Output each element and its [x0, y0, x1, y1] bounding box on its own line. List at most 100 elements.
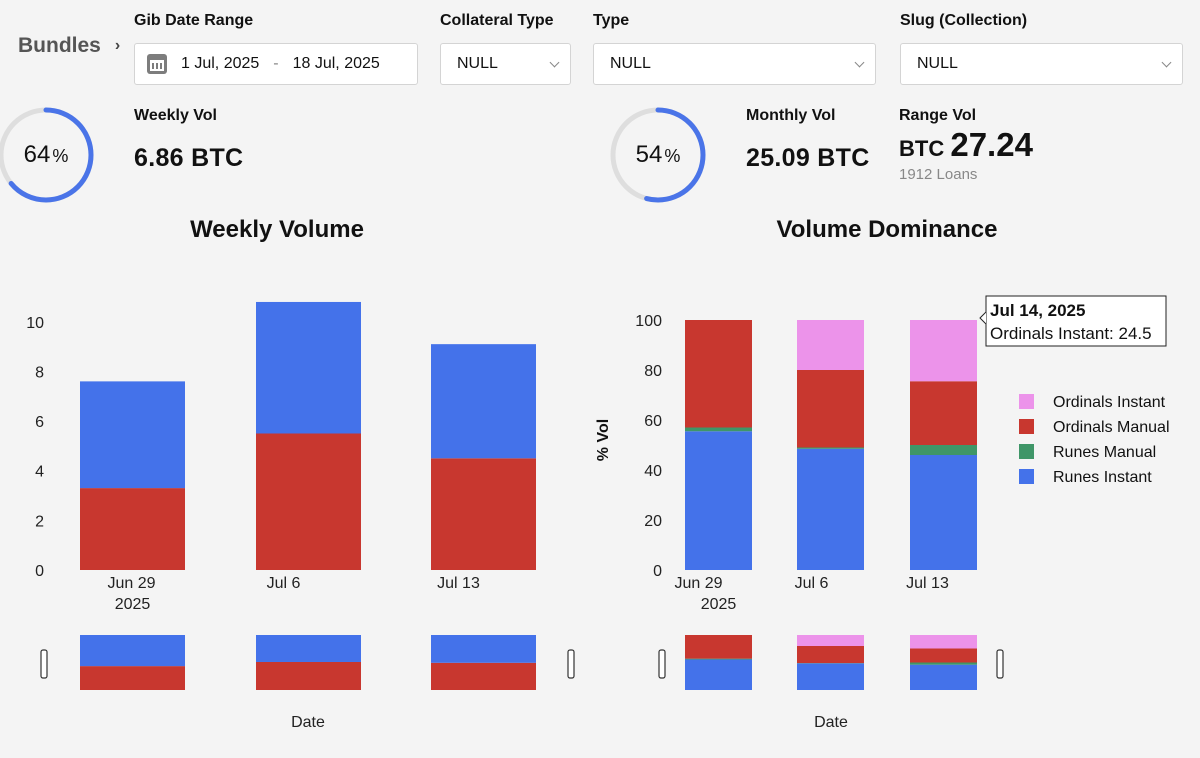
- monthly-ring-value: 54: [635, 141, 663, 168]
- x-tick-label: Jul 6: [795, 575, 829, 592]
- type-label: Type: [593, 12, 630, 29]
- mini-bar-segment: [685, 658, 752, 660]
- date-end[interactable]: 18 Jul, 2025: [292, 55, 380, 72]
- slider-right-handle[interactable]: [996, 649, 1004, 679]
- y-tick-label: 4: [35, 464, 44, 481]
- legend-item-label[interactable]: Ordinals Instant: [1053, 394, 1166, 411]
- bar-segment-ordinals-manual[interactable]: [797, 370, 864, 448]
- slider-left-handle[interactable]: [40, 649, 48, 679]
- chevron-right-icon: ›: [114, 37, 121, 54]
- bar-segment-runes-manual[interactable]: [685, 427, 752, 432]
- y-tick-label: 40: [644, 463, 662, 480]
- x-tick-label: 2025: [115, 596, 151, 613]
- monthly-ring-label: 54%: [608, 105, 708, 205]
- slider-left-handle[interactable]: [658, 649, 666, 679]
- bars: [685, 320, 977, 570]
- tooltip-box: [985, 295, 1167, 347]
- mini-bar-segment: [80, 635, 185, 667]
- monthly-progress-ring: 54%: [608, 105, 708, 205]
- slider-right-handle[interactable]: [567, 649, 575, 679]
- tooltip-text: Ordinals Instant: 24.5: [990, 324, 1152, 343]
- bar-segment-runes-instant[interactable]: [797, 448, 864, 570]
- x-tick-label: Jul 13: [437, 575, 480, 592]
- y-tick-label: 0: [653, 563, 662, 580]
- mini-bar-segment: [431, 662, 536, 690]
- bar-segment-ordinals-manual[interactable]: [80, 488, 185, 570]
- x-tick-label: Jun 29: [674, 575, 722, 592]
- monthly-vol-label: Monthly Vol: [746, 107, 836, 124]
- bar-segment-ordinals-instant[interactable]: [797, 320, 864, 370]
- bar-segment-ordinals-manual[interactable]: [685, 320, 752, 428]
- legend-item-label[interactable]: Runes Instant: [1053, 469, 1152, 486]
- monthly-vol-value: 25.09 BTC: [746, 144, 870, 172]
- bar-segment-runes-instant[interactable]: [431, 344, 536, 459]
- range-vol-number: 27.24: [950, 126, 1033, 163]
- monthly-ring-unit: %: [664, 146, 681, 166]
- mini-bar-segment: [431, 635, 536, 663]
- y-tick-label: 6: [35, 414, 44, 431]
- collateral-type-select[interactable]: NULL: [440, 43, 571, 85]
- mini-bar-segment: [797, 663, 864, 690]
- mini-bar-segment: [256, 661, 361, 690]
- mini-bar-segment: [256, 635, 361, 662]
- ring-fill: [610, 107, 706, 203]
- x-axis-ticks: Jun 29 2025 Jul 6 Jul 13: [674, 575, 948, 613]
- weekly-ring-unit: %: [52, 146, 69, 166]
- breadcrumb-label[interactable]: Bundles: [18, 34, 101, 57]
- y-tick-label: 100: [635, 313, 662, 330]
- bar-segment-ordinals-instant[interactable]: [910, 320, 977, 382]
- x-tick-label: Jul 13: [906, 575, 949, 592]
- x-axis-ticks: Jun 29 2025 Jul 6 Jul 13: [107, 575, 479, 613]
- slug-select[interactable]: NULL: [900, 43, 1183, 85]
- weekly-volume-title: Weekly Volume: [190, 216, 364, 243]
- weekly-ring-value: 64: [23, 141, 51, 168]
- bar-segment-ordinals-manual[interactable]: [431, 458, 536, 570]
- date-separator: -: [273, 55, 279, 72]
- type-select[interactable]: NULL: [593, 43, 876, 85]
- bar-segment-runes-instant[interactable]: [910, 455, 977, 570]
- mini-bar-segment: [797, 635, 864, 646]
- weekly-volume-chart: 0 2 4 6 8 10 Jun 29 2025 Jul 6 Jul 13 Date: [26, 301, 575, 731]
- tooltip-pointer: [979, 311, 987, 325]
- y-tick-label: 2: [35, 513, 44, 530]
- bar-segment-runes-instant[interactable]: [256, 301, 361, 434]
- bar-segment-runes-instant[interactable]: [80, 381, 185, 489]
- breadcrumb[interactable]: Bundles ›: [18, 34, 120, 58]
- bar-segment-runes-instant[interactable]: [685, 431, 752, 570]
- legend-swatch: [1019, 469, 1034, 484]
- collateral-type-label: Collateral Type: [440, 12, 554, 29]
- slug-label: Slug (Collection): [900, 12, 1028, 29]
- x-axis-title: Date: [814, 714, 848, 731]
- range-slider-preview[interactable]: [685, 635, 977, 690]
- bar-segment-ordinals-manual[interactable]: [910, 381, 977, 445]
- range-slider-preview[interactable]: [80, 635, 536, 690]
- legend-item-label[interactable]: Ordinals Manual: [1053, 419, 1170, 436]
- range-vol-prefix: BTC: [899, 136, 945, 161]
- x-axis-title: Date: [291, 714, 325, 731]
- mini-bar-segment: [685, 659, 752, 690]
- x-tick-label: Jun 29: [107, 575, 155, 592]
- x-tick-label: 2025: [701, 596, 737, 613]
- bar-segment-ordinals-manual[interactable]: [256, 433, 361, 571]
- date-start[interactable]: 1 Jul, 2025: [181, 55, 260, 72]
- volume-dominance-title: Volume Dominance: [776, 216, 998, 243]
- bar-segment-runes-manual[interactable]: [910, 445, 977, 455]
- type-value: NULL: [610, 55, 651, 72]
- date-range-picker[interactable]: 1 Jul, 2025 - 18 Jul, 2025: [134, 43, 418, 85]
- y-tick-label: 60: [644, 413, 662, 430]
- tooltip: Jul 14, 2025 Ordinals Instant: 24.5: [979, 295, 1167, 347]
- chevron-down-icon: [549, 57, 560, 67]
- y-tick-label: 10: [26, 315, 44, 332]
- legend-swatch: [1019, 419, 1034, 434]
- slug-value: NULL: [917, 55, 958, 72]
- mini-bar-segment: [910, 662, 977, 665]
- weekly-vol-label: Weekly Vol: [134, 107, 217, 124]
- weekly-ring-label: 64%: [0, 105, 96, 205]
- bar-segment-runes-manual[interactable]: [797, 447, 864, 449]
- legend-item-label[interactable]: Runes Manual: [1053, 444, 1156, 461]
- mini-bar-segment: [910, 664, 977, 690]
- mini-bar-segment: [910, 635, 977, 649]
- y-tick-label: 80: [644, 363, 662, 380]
- mini-bar-segment: [797, 646, 864, 664]
- y-axis-ticks: 0 2 4 6 8 10: [26, 315, 44, 580]
